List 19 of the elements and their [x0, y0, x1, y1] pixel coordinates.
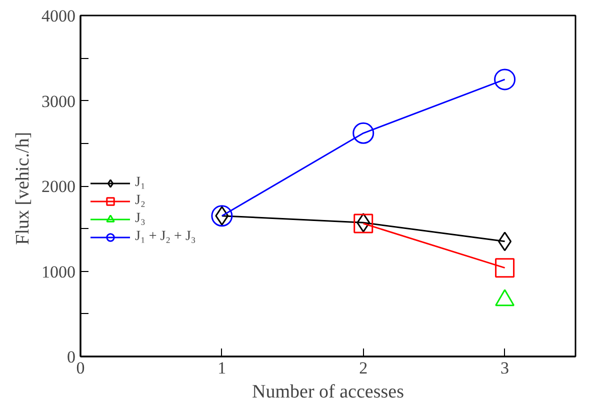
legend-label: J₁ [135, 174, 146, 192]
point [494, 68, 516, 90]
x-tick-label: 1 [218, 358, 226, 378]
x-axis-title: Number of accesses [252, 382, 404, 402]
point [498, 232, 512, 252]
y-tick-label: 4000 [42, 6, 76, 26]
y-tick-label: 3000 [42, 92, 76, 111]
y-axis-title: Flux [vehic./h] [12, 132, 34, 245]
y-tick-label: 1000 [42, 262, 76, 282]
x-tick-label: 2 [359, 358, 368, 378]
legend-label: J₃ [135, 210, 146, 228]
legend-label: J₁ + J₂ + J₃ [135, 228, 196, 246]
point [211, 205, 233, 227]
y-tick-label: 2000 [42, 177, 76, 196]
x-tick-label: 3 [500, 358, 510, 378]
point [215, 206, 229, 226]
point [352, 122, 374, 144]
point [495, 258, 515, 278]
legend-label: J₂ [135, 192, 146, 210]
